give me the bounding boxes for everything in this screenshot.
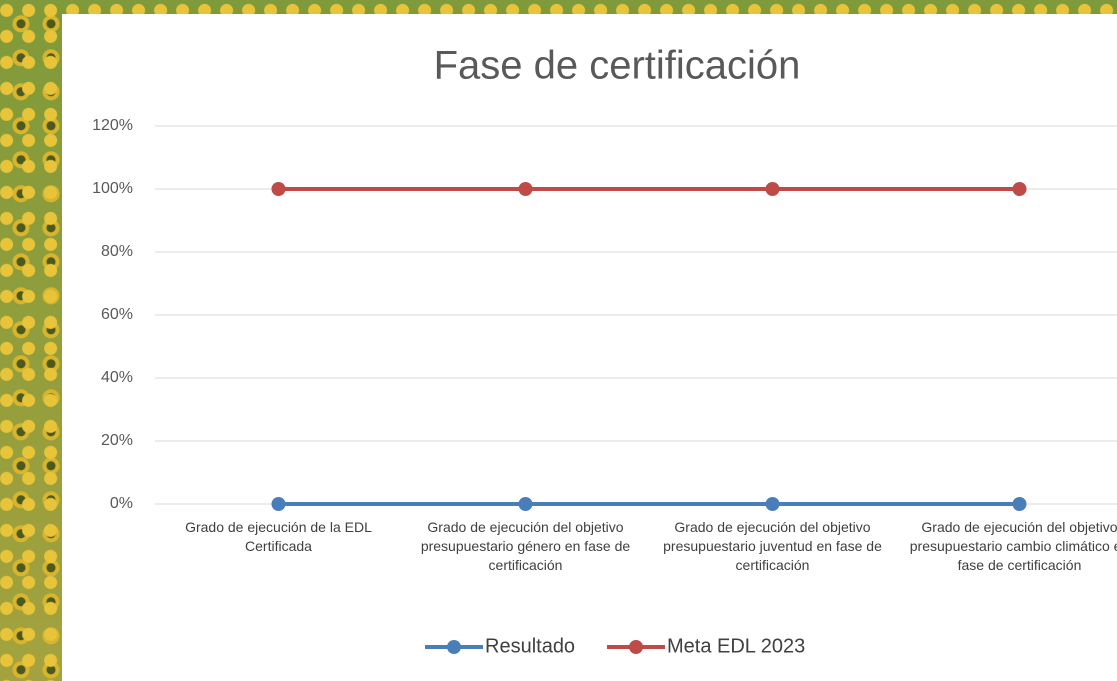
y-tick-label: 0%	[110, 495, 133, 512]
y-tick-label: 100%	[92, 180, 133, 197]
x-tick-label: Grado de ejecución del objetivo presupue…	[653, 518, 893, 575]
legend-marker	[629, 640, 643, 654]
data-point	[272, 182, 286, 196]
legend-marker	[447, 640, 461, 654]
y-tick-label: 20%	[101, 432, 133, 449]
data-point	[766, 182, 780, 196]
chart-title: Fase de certificación	[434, 44, 801, 88]
chart: Fase de certificación 0% 20% 40% 60% 80% 100%…	[0, 0, 1117, 681]
legend-label: Resultado	[485, 635, 575, 657]
data-point	[766, 497, 780, 511]
x-tick-label: Grado de ejecución del objetivo presupue…	[900, 518, 1117, 575]
data-point	[519, 497, 533, 511]
legend-label: Meta EDL 2023	[667, 635, 805, 657]
y-tick-label: 60%	[101, 306, 133, 323]
data-point	[1013, 497, 1027, 511]
data-point	[272, 497, 286, 511]
data-point	[519, 182, 533, 196]
x-tick-label: Grado de ejecución de la EDL Certificada	[159, 518, 399, 556]
data-point	[1013, 182, 1027, 196]
page: Fase de certificación 0% 20% 40% 60% 80% 100%…	[0, 0, 1117, 681]
y-tick-label: 80%	[101, 243, 133, 260]
y-tick-label: 120%	[92, 117, 133, 134]
x-tick-label: Grado de ejecución del objetivo presupue…	[406, 518, 646, 575]
y-tick-label: 40%	[101, 369, 133, 386]
